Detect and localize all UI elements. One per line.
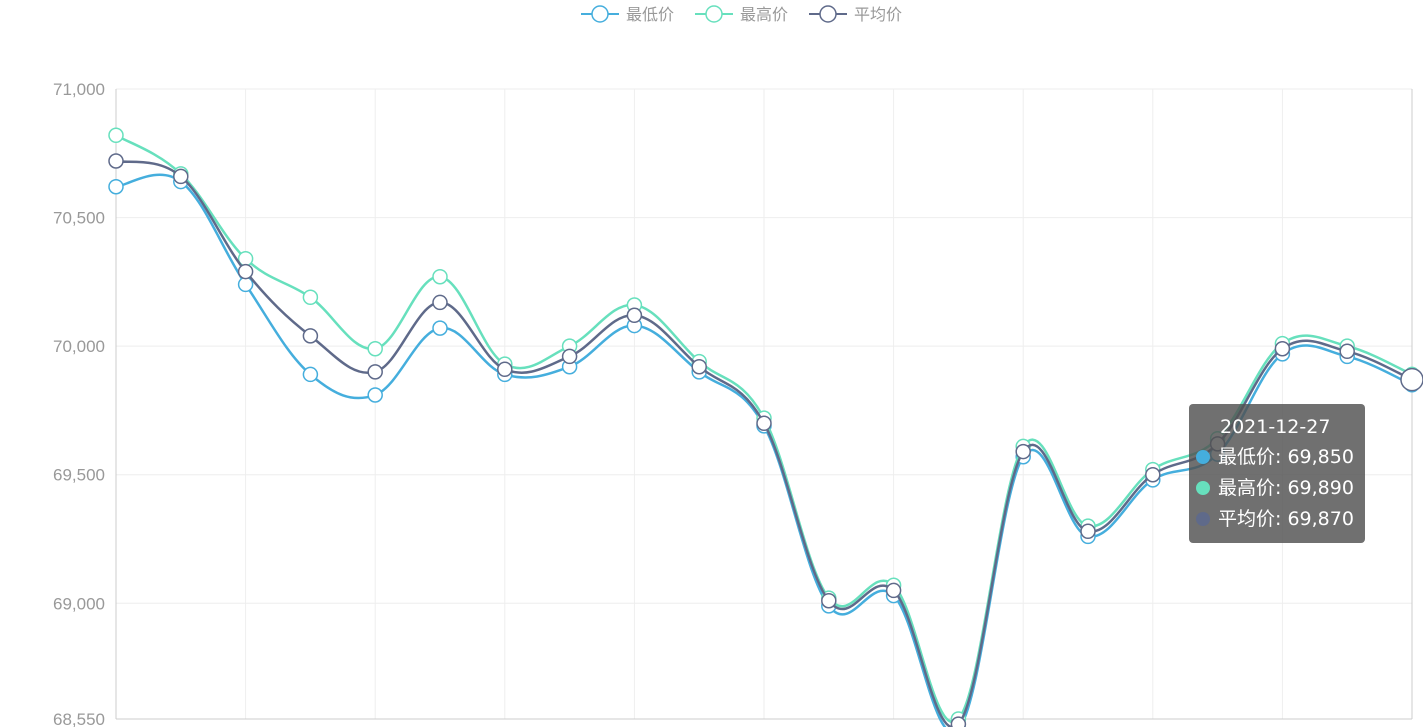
y-tick-label: 69,000 xyxy=(53,594,105,613)
legend-label-avg: 平均价 xyxy=(854,5,902,24)
data-point-avg[interactable] xyxy=(561,348,578,365)
legend-item-avg[interactable]: 平均价 xyxy=(809,5,902,24)
y-tick-label: 71,000 xyxy=(53,80,105,99)
y-tick-label: 70,500 xyxy=(53,209,105,228)
data-point-avg[interactable] xyxy=(1080,523,1096,540)
data-point-avg[interactable] xyxy=(756,415,772,432)
data-point-avg[interactable] xyxy=(1339,343,1355,360)
y-tick-label: 68,550 xyxy=(53,710,105,727)
legend-label-low: 最低价 xyxy=(626,5,674,24)
tooltip-label-avg: 平均价: 69,870 xyxy=(1218,508,1354,530)
data-point-low[interactable] xyxy=(108,178,124,195)
tooltip-row-avg: 平均价: 69,870 xyxy=(1196,504,1365,535)
data-point-avg[interactable] xyxy=(302,328,319,344)
legend-label-high: 最高价 xyxy=(740,5,788,24)
series-avg xyxy=(108,153,1423,727)
data-point-low[interactable] xyxy=(302,366,319,383)
tooltip-title: 2021-12-27 xyxy=(1220,416,1331,438)
tooltip-label-high: 最高价: 69,890 xyxy=(1218,477,1354,499)
tooltip-marker-avg xyxy=(1196,512,1210,526)
legend-marker-avg xyxy=(819,5,837,23)
data-point-avg[interactable] xyxy=(885,582,902,599)
data-point-avg[interactable] xyxy=(367,364,383,380)
data-point-avg[interactable] xyxy=(173,168,189,185)
data-point-avg[interactable] xyxy=(626,307,643,324)
data-point-avg[interactable] xyxy=(821,592,837,609)
tooltip-label-low: 最低价: 69,850 xyxy=(1218,446,1354,468)
y-tick-label: 70,000 xyxy=(53,337,105,356)
y-tick-label: 69,500 xyxy=(53,466,105,485)
data-point-avg[interactable] xyxy=(1015,443,1031,460)
data-point-high[interactable] xyxy=(432,268,448,285)
data-point-avg[interactable] xyxy=(1145,466,1161,483)
tooltip-row-high: 最高价: 69,890 xyxy=(1196,473,1365,504)
legend-marker-low xyxy=(591,5,609,23)
grid-layer xyxy=(116,88,1412,719)
data-point-avg[interactable] xyxy=(1274,340,1291,357)
data-point-avg[interactable] xyxy=(237,263,254,280)
data-point-avg[interactable] xyxy=(1400,367,1423,392)
legend[interactable]: 最低价 最高价 平均价 xyxy=(581,5,902,24)
data-point-low[interactable] xyxy=(237,276,254,293)
data-point-high[interactable] xyxy=(367,340,383,357)
axis-layer: 68,550 69,000 69,500 70,000 70,500 71,000 xyxy=(53,80,1413,727)
data-point-avg[interactable] xyxy=(950,716,967,727)
data-point-high[interactable] xyxy=(302,289,319,306)
data-point-avg[interactable] xyxy=(497,361,513,378)
tooltip-marker-low xyxy=(1196,450,1210,464)
tooltip-row-low: 最低价: 69,850 xyxy=(1196,442,1365,473)
series-layer xyxy=(108,127,1423,727)
legend-item-low[interactable]: 最低价 xyxy=(581,5,674,24)
data-point-low[interactable] xyxy=(432,320,448,336)
legend-marker-high xyxy=(705,5,723,23)
data-point-low[interactable] xyxy=(367,387,383,403)
tooltip-marker-high xyxy=(1196,481,1210,495)
data-point-high[interactable] xyxy=(108,127,124,144)
data-point-avg[interactable] xyxy=(691,358,707,375)
tooltip: 2021-12-27 最低价: 69,850 最高价: 69,890 平均价: … xyxy=(1189,404,1365,543)
data-point-avg[interactable] xyxy=(432,294,448,311)
series-line-avg xyxy=(115,159,1413,727)
data-point-avg[interactable] xyxy=(108,153,124,169)
legend-item-high[interactable]: 最高价 xyxy=(695,5,788,24)
series-line-low xyxy=(115,173,1413,727)
